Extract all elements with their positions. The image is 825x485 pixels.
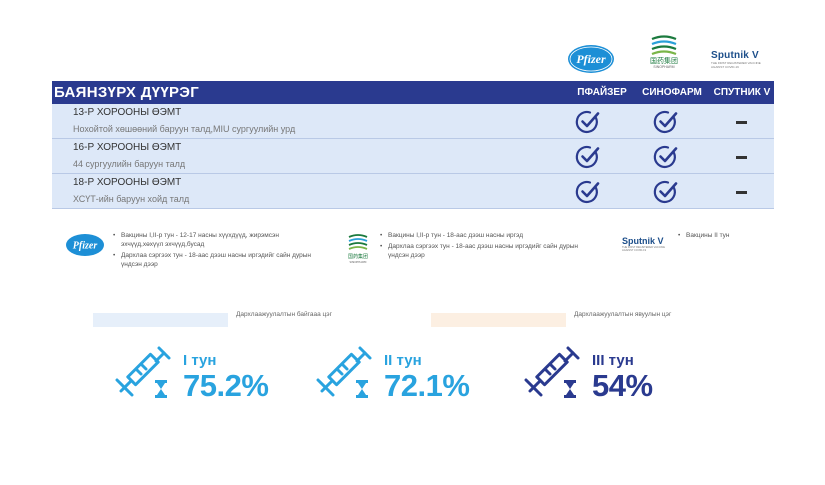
clinic-name: 16-Р ХОРООНЫ ӨЭМТ [73, 142, 182, 153]
dose-percent: 75.2% [183, 368, 269, 403]
check-icon [574, 143, 602, 171]
sputnik-note-logo: Sputnik V THE FIRST REGISTERED VACCINE A… [622, 236, 665, 252]
dose-stat: II тун 72.1% [314, 340, 484, 410]
sinopharm-note-logo: 国药集团 SINOPHARM [346, 233, 370, 265]
legend-label-current: Дархлаажуулалтын байгааа цэг [236, 311, 332, 318]
dose-label: I тун [183, 352, 217, 369]
sinopharm-cn-text: 国药集团 [650, 57, 678, 65]
svg-text:国药集团: 国药集团 [348, 253, 368, 260]
syringe-icon [524, 346, 580, 398]
clinic-address: Нохойтой хөшөөний баруун талд,MIU сургуу… [73, 124, 296, 134]
table-row: 13-Р ХОРООНЫ ӨЭМТ Нохойтой хөшөөний бару… [52, 104, 774, 139]
check-icon [574, 108, 602, 136]
note-item: Вакцины II тун [678, 231, 778, 240]
clinic-address: ХСҮТ-ийн баруун хойд талд [73, 194, 190, 204]
check-icon [652, 108, 680, 136]
column-sputnik: СПУТНИК V [713, 87, 771, 98]
note-item: Вакцины I,II-р тун - 18-аас дээш насны и… [380, 231, 580, 240]
sputnik-logo-text: Sputnik V [711, 50, 759, 61]
dose-percent: 72.1% [384, 368, 470, 403]
table-header: БАЯНЗҮРХ ДҮҮРЭГ ПФАЙЗЕР СИНОФАРМ СПУТНИК… [52, 81, 774, 104]
dose-stat: I тун 75.2% [113, 340, 283, 410]
pfizer-notes: Вакцины I,II-р тун - 12-17 насны хүүхдүү… [113, 231, 313, 271]
dose-stat: III тун 54% [522, 340, 692, 410]
column-pfizer: ПФАЙЗЕР [577, 87, 627, 98]
syringe-icon [316, 346, 372, 398]
dose-percent: 54% [592, 368, 653, 403]
note-item: Дархлаа сэргээх тун - 18-аас дээш насны … [113, 251, 313, 269]
svg-text:Pfizer: Pfizer [73, 241, 98, 252]
svg-text:Pfizer: Pfizer [576, 52, 606, 66]
dash-icon [727, 143, 755, 171]
check-icon [574, 178, 602, 206]
dash-icon [727, 178, 755, 206]
sputnik-notes: Вакцины II тун [678, 231, 778, 242]
svg-text:SINOPHARM: SINOPHARM [350, 260, 368, 264]
check-icon [652, 143, 680, 171]
dose-label: II тун [384, 352, 422, 369]
sputnik-logo: Sputnik V THE FIRST REGISTERED VACCINE A… [711, 50, 773, 72]
legend-swatch-ongoing [431, 313, 566, 327]
table-row: 18-Р ХОРООНЫ ӨЭМТ ХСҮТ-ийн баруун хойд т… [52, 174, 774, 209]
sputnik-tagline: THE FIRST REGISTERED VACCINE AGAINST COV… [711, 61, 761, 69]
legend-label-ongoing: Дархлаажуулалтын явуулын цэг [574, 311, 672, 318]
pfizer-logo: Pfizer [567, 44, 615, 74]
clinic-name: 13-Р ХОРООНЫ ӨЭМТ [73, 107, 182, 118]
note-item: Дархлаа сэргээх тун - 18-аас дээш насны … [380, 242, 580, 260]
note-item: Вакцины I,II-р тун - 12-17 насны хүүхдүү… [113, 231, 313, 249]
legend-swatch-current [93, 313, 228, 327]
table-row: 16-Р ХОРООНЫ ӨЭМТ 44 сургуулийн баруун т… [52, 139, 774, 174]
dash-icon [727, 108, 755, 136]
clinic-name: 18-Р ХОРООНЫ ӨЭМТ [73, 177, 182, 188]
district-title: БАЯНЗҮРХ ДҮҮРЭГ [54, 84, 200, 101]
check-icon [652, 178, 680, 206]
sinopharm-en-text: SINOPHARM [653, 65, 675, 69]
pfizer-note-logo: Pfizer [65, 233, 105, 257]
dose-label: III тун [592, 352, 634, 369]
clinic-address: 44 сургуулийн баруун талд [73, 159, 186, 169]
sinopharm-logo: 国药集团 SINOPHARM [646, 34, 682, 74]
syringe-icon [115, 346, 171, 398]
sinopharm-notes: Вакцины I,II-р тун - 18-аас дээш насны и… [380, 231, 580, 262]
column-sinopharm: СИНОФАРМ [642, 87, 702, 98]
